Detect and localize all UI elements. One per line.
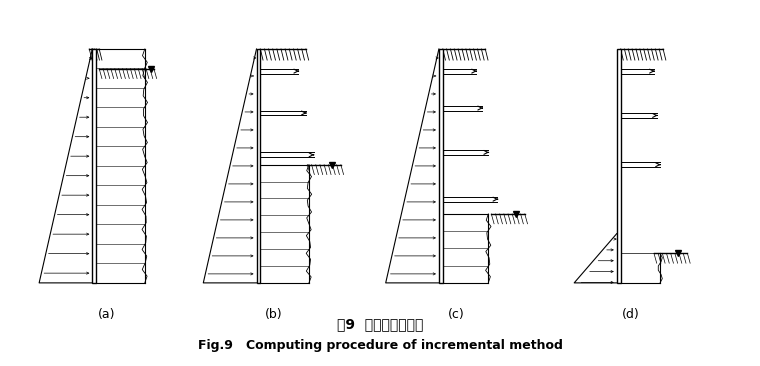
Bar — [256, 49, 260, 283]
Text: (a): (a) — [97, 308, 116, 321]
Text: (d): (d) — [622, 308, 640, 321]
Bar — [93, 49, 96, 283]
Text: 图9  增量法计算过程: 图9 增量法计算过程 — [337, 317, 423, 331]
Text: (c): (c) — [448, 308, 464, 321]
Bar — [439, 49, 442, 283]
Text: (b): (b) — [264, 308, 283, 321]
Bar — [617, 49, 620, 283]
Text: Fig.9   Computing procedure of incremental method: Fig.9 Computing procedure of incremental… — [198, 339, 562, 352]
